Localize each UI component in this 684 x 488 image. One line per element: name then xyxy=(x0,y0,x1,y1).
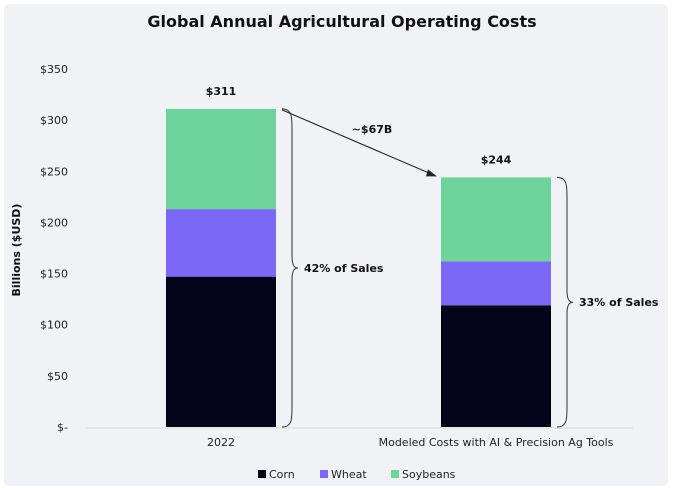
y-tick-label: $100 xyxy=(40,319,68,332)
y-tick-label: $250 xyxy=(40,165,68,178)
y-tick-label: $50 xyxy=(47,370,68,383)
x-tick-label: 2022 xyxy=(207,436,235,449)
legend-label: Corn xyxy=(269,468,295,481)
bar-segment-corn xyxy=(441,305,551,427)
arrow-head-icon xyxy=(426,169,437,177)
brace xyxy=(281,108,299,428)
reduction-arrow xyxy=(281,109,432,175)
brace xyxy=(556,176,574,428)
bar-segment-corn xyxy=(166,276,276,427)
bar-segment-soybeans xyxy=(441,177,551,262)
y-tick-label: $200 xyxy=(40,216,68,229)
chart-title: Global Annual Agricultural Operating Cos… xyxy=(147,12,536,31)
y-tick-label: $150 xyxy=(40,268,68,281)
legend-label: Soybeans xyxy=(402,468,456,481)
difference-label: ~$67B xyxy=(352,123,393,136)
legend-swatch-corn xyxy=(258,470,266,478)
total-label: $244 xyxy=(481,153,512,166)
legend-label: Wheat xyxy=(331,468,367,481)
bar-segment-wheat xyxy=(441,261,551,306)
share-of-sales-label: 42% of Sales xyxy=(304,262,384,275)
legend-swatch-soybeans xyxy=(391,470,399,478)
y-axis-label: Billions ($USD) xyxy=(10,204,23,297)
y-tick-label: $300 xyxy=(40,114,68,127)
y-tick-label: $350 xyxy=(40,63,68,76)
share-of-sales-label: 33% of Sales xyxy=(579,296,659,309)
y-tick-label: $- xyxy=(57,421,68,434)
chart-panel xyxy=(4,4,668,486)
bar-segment-soybeans xyxy=(166,108,276,210)
bar-segment-wheat xyxy=(166,209,276,277)
legend-swatch-wheat xyxy=(320,470,328,478)
x-tick-label: Modeled Costs with AI & Precision Ag Too… xyxy=(379,436,614,449)
total-label: $311 xyxy=(206,85,237,98)
